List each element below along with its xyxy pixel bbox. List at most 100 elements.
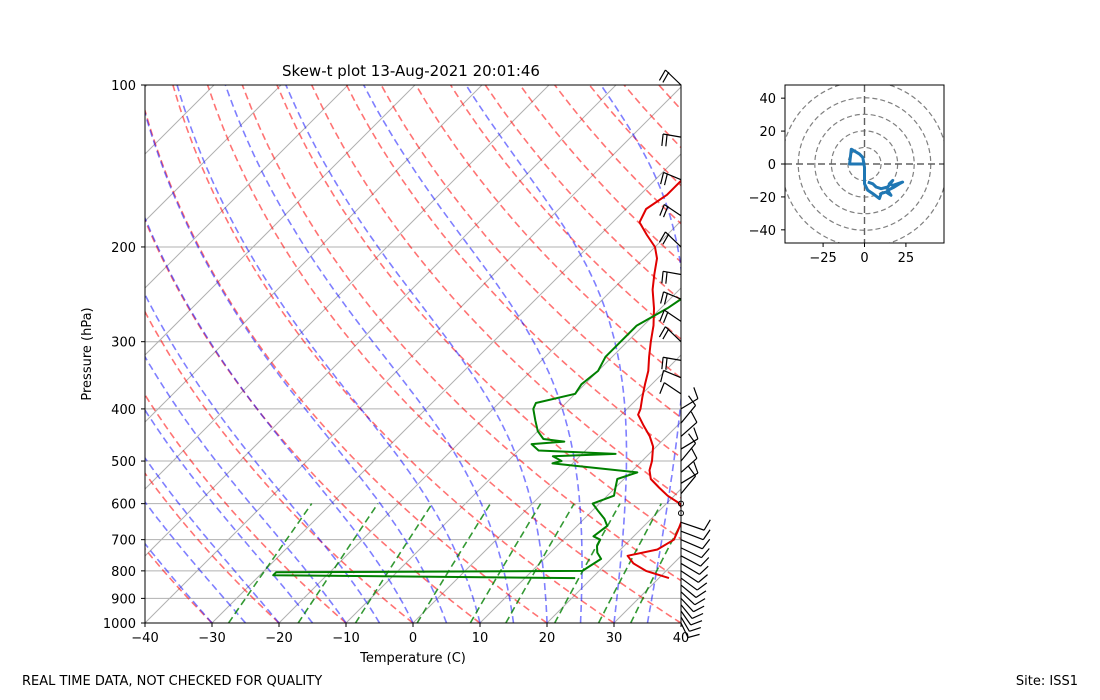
dry-adiabat	[310, 85, 681, 499]
wind-barb	[680, 387, 699, 410]
y-tick-label: 1000	[103, 617, 136, 632]
mixing-ratio-line	[227, 503, 313, 623]
isotherm-line	[145, 85, 483, 423]
wind-barb	[680, 610, 703, 626]
mixing-ratio-line	[597, 503, 663, 623]
wind-barb	[680, 584, 707, 598]
hodograph-series	[848, 147, 905, 201]
dry-adiabat	[145, 547, 213, 623]
y-tick-label: 300	[111, 336, 136, 351]
wind-barb	[680, 447, 698, 473]
wind-barb	[661, 133, 682, 147]
wind-barb	[680, 427, 699, 450]
dry-adiabat	[206, 85, 681, 623]
isotherm-line	[412, 354, 681, 623]
dry-adiabat	[658, 85, 681, 111]
x-tick-label: −40	[131, 631, 158, 646]
dry-adiabat	[241, 85, 681, 582]
wind-barb	[680, 538, 711, 550]
isotherm-line	[145, 85, 349, 289]
footer-disclaimer: REAL TIME DATA, NOT CHECKED FOR QUALITY	[22, 674, 323, 689]
dry-adiabat	[145, 310, 414, 623]
moist-adiabat	[145, 456, 280, 623]
isotherm-line	[145, 85, 416, 356]
dry-adiabat	[484, 85, 681, 302]
x-axis-label: Temperature (C)	[359, 651, 466, 666]
wind-barb	[661, 356, 682, 370]
hodo-y-tick-label: 0	[768, 158, 776, 173]
dry-adiabat	[172, 85, 615, 623]
y-tick-label: 900	[111, 592, 136, 607]
isotherm-line	[680, 622, 681, 623]
x-tick-label: 20	[539, 631, 556, 646]
dry-adiabat	[145, 218, 481, 623]
moist-adiabat	[145, 408, 314, 623]
range-ring	[814, 113, 915, 215]
wind-barb	[680, 555, 710, 567]
isotherm-line	[546, 488, 681, 623]
hodo-y-tick-label: 40	[759, 92, 776, 107]
chart-title: Skew-t plot 13-Aug-2021 20:01:46	[282, 62, 540, 80]
wind-barb	[658, 69, 682, 86]
moist-adiabat	[285, 85, 548, 623]
wind-barb	[658, 231, 682, 248]
dry-adiabat	[694, 85, 1100, 623]
dry-adiabat	[145, 393, 347, 623]
skewt-grid	[145, 85, 681, 623]
wind-barb	[680, 577, 708, 591]
dry-adiabat	[145, 107, 548, 623]
hodograph-trace	[848, 147, 905, 201]
wind-barb	[680, 433, 697, 462]
dry-adiabat	[145, 471, 280, 623]
dry-adiabat	[763, 85, 1100, 623]
wind-barb	[680, 604, 704, 619]
x-tick-label: 30	[606, 631, 623, 646]
y-tick-label: 500	[111, 455, 136, 470]
moist-adiabat	[145, 216, 414, 623]
dry-adiabat	[449, 85, 681, 341]
y-tick-label: 600	[111, 498, 136, 513]
wind-barb	[680, 395, 697, 424]
dry-adiabat	[380, 85, 681, 419]
wind-barb	[661, 270, 682, 284]
skewt-series	[272, 179, 681, 580]
skewt-reference-lines	[145, 85, 1100, 623]
wind-barb	[658, 326, 682, 343]
moist-adiabat	[145, 355, 347, 623]
dry-adiabat	[345, 85, 681, 459]
wind-barb	[680, 547, 710, 559]
moist-adiabat	[600, 85, 681, 623]
isotherm-line	[345, 287, 681, 623]
wind-barb	[680, 570, 708, 583]
wind-barb	[680, 562, 709, 575]
moist-adiabat	[176, 85, 481, 623]
isotherm-line	[145, 85, 617, 557]
x-tick-label: 10	[472, 631, 489, 646]
y-tick-label: 800	[111, 565, 136, 580]
y-axis-label: Pressure (hPa)	[80, 307, 95, 400]
wind-barb	[680, 616, 701, 632]
hodo-x-tick-label: −25	[809, 251, 836, 266]
dry-adiabat	[554, 85, 681, 225]
isotherm-line	[145, 86, 681, 623]
moist-adiabat	[145, 500, 247, 623]
hodo-x-tick-label: 0	[860, 251, 868, 266]
wind-barb	[680, 461, 699, 484]
wind-barb	[660, 171, 682, 186]
dry-adiabat	[276, 85, 681, 540]
wind-barb	[659, 309, 682, 323]
moist-adiabat	[224, 85, 515, 623]
isotherm-line	[479, 421, 681, 623]
moist-adiabat	[362, 85, 583, 623]
temperature-profile	[626, 179, 681, 580]
y-tick-label: 400	[111, 403, 136, 418]
y-tick-label: 100	[111, 79, 136, 94]
wind-barb	[680, 591, 706, 606]
wind-barb	[680, 519, 711, 531]
wind-barb	[680, 622, 700, 639]
mixing-ratio-line	[297, 503, 379, 623]
x-tick-label: −10	[332, 631, 359, 646]
hodo-y-tick-label: 20	[759, 125, 776, 140]
wind-barb	[680, 411, 698, 437]
